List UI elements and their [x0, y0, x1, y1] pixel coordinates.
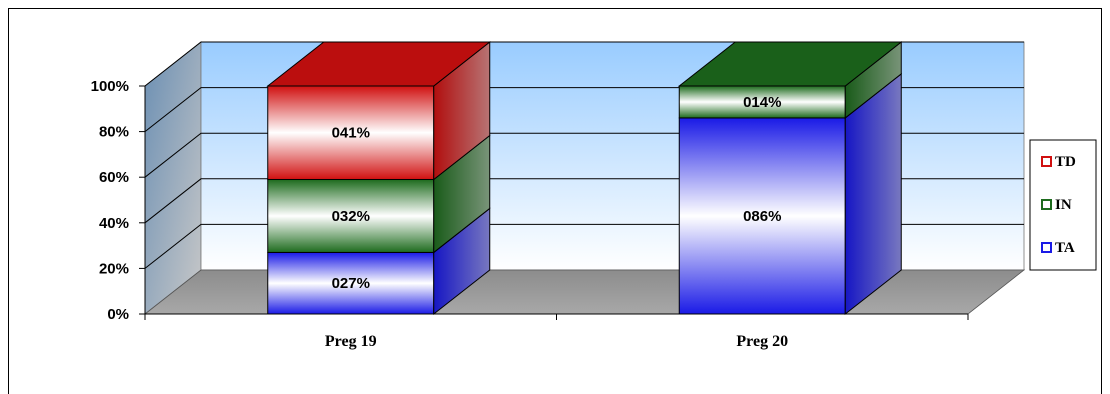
bar-segment-ta	[267, 251, 435, 315]
bar-segment-ta	[678, 117, 846, 315]
side-wall	[144, 41, 202, 315]
legend-label: IN	[1055, 197, 1072, 213]
bar-top-td	[266, 41, 492, 87]
data-label: 041%	[332, 125, 370, 142]
x-category-label: Preg 19	[325, 333, 377, 350]
bar-top-in	[677, 41, 903, 87]
y-tick-label: 100%	[91, 78, 129, 95]
y-tick-label: 60%	[99, 169, 129, 186]
data-label: 014%	[743, 94, 781, 111]
data-label: 032%	[332, 208, 370, 225]
data-label: 027%	[332, 275, 370, 292]
chart-border	[8, 8, 1102, 394]
y-tick-label: 80%	[99, 124, 129, 141]
x-category-label: Preg 20	[736, 333, 788, 350]
legend-label: TD	[1055, 154, 1076, 170]
y-tick-label: 0%	[107, 306, 129, 323]
bar-segment-in	[267, 178, 435, 253]
data-label: 086%	[743, 208, 781, 225]
legend-label: TA	[1055, 240, 1075, 256]
legend-swatch-in	[1041, 199, 1052, 210]
y-tick-label: 40%	[99, 215, 129, 232]
legend-swatch-td	[1041, 156, 1052, 167]
bar-segment-in	[678, 85, 846, 119]
bar-segment-td	[267, 85, 435, 180]
legend-swatch-ta	[1041, 242, 1052, 253]
y-tick-label: 20%	[99, 260, 129, 277]
